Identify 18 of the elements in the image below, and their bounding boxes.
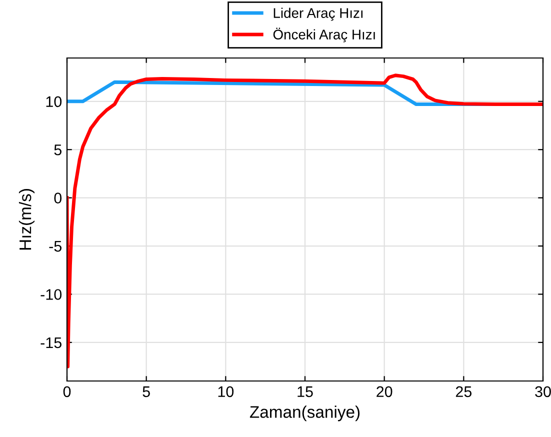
y-tick-label: 5 [54,144,62,156]
x-tick-label: 15 [298,386,313,398]
x-tick-label: 0 [63,386,71,398]
y-tick-label: -15 [40,337,62,348]
x-tick-label: 5 [142,386,150,398]
y-tick-label: 10 [46,96,62,108]
x-tick-label: 25 [456,386,472,398]
legend-label: Lider Araç Hızı [274,8,362,21]
y-tick-label: -10 [40,289,62,300]
y-axis-title: Hız(m/s) [18,189,34,250]
y-tick-label: 0 [54,192,62,204]
x-tick-label: 30 [535,386,551,398]
line-series [67,74,543,368]
x-tick-label: 10 [218,386,234,398]
x-axis-title: Zaman(saniye) [250,406,360,422]
x-tick-label: 20 [376,386,392,398]
y-tick-label: -5 [49,241,62,252]
legend-label: Önceki Araç Hızı [273,28,375,42]
